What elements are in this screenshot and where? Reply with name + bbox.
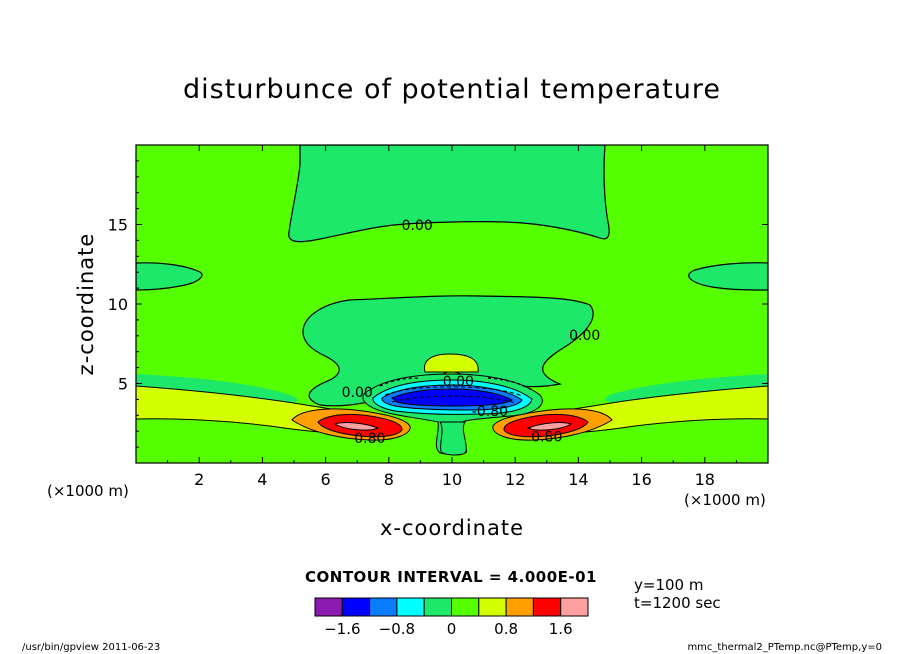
colorbar-tick-label: 0: [447, 620, 457, 638]
colorbar-tick-label: 0.8: [494, 620, 518, 638]
contour-label: 0.00: [402, 218, 433, 234]
x-tick-label: 18: [695, 470, 715, 489]
x-tick-label: 14: [568, 470, 588, 489]
y-axis-ticks: 5 10 15: [108, 160, 768, 448]
region-left-band: [136, 374, 298, 403]
y-tick-label: 15: [108, 216, 128, 235]
info-y: y=100 m: [634, 576, 704, 594]
contour-label: 0.00: [443, 374, 474, 390]
region-right-lobe: [688, 262, 768, 291]
footer-left: /usr/bin/gpview 2011-06-23: [22, 642, 161, 653]
y-axis-title: z-coordinate: [74, 233, 98, 376]
contour-fill: [136, 145, 768, 463]
region-dome: [423, 353, 479, 373]
x-axis-unit: (×1000 m): [684, 491, 766, 509]
region-pink-right: [526, 422, 573, 431]
x-axis-ticks: 2 4 6 8 10 12 14 16 18: [167, 145, 737, 489]
contour-label: 0.00: [569, 328, 600, 344]
x-tick-label: 6: [321, 470, 331, 489]
x-tick-label: 8: [384, 470, 394, 489]
colorbar-labels: −1.6 −0.8 0 0.8 1.6: [324, 620, 573, 638]
colorbar-tick-label: 1.6: [549, 620, 573, 638]
colorbar-cell: [532, 597, 562, 617]
footer-right: mmc_thermal2_PTemp.nc@PTemp,y=0: [687, 642, 882, 653]
info-t: t=1200 sec: [634, 594, 721, 612]
colorbar-cell: [451, 597, 480, 617]
contour-label: 0.00: [342, 385, 373, 401]
contour-labels: 0.00 0.00 0.00 0.00 0.80 0.80 -0.80: [342, 218, 601, 447]
colorbar-cell: [505, 597, 534, 617]
region-stem: [439, 421, 467, 456]
colorbar: [314, 597, 589, 617]
colorbar-cell: [478, 597, 507, 617]
y-tick-label: 10: [108, 295, 128, 314]
chart-title: disturbunce of potential temperature: [183, 74, 721, 105]
colorbar-tick-label: −1.6: [324, 620, 360, 638]
y-axis-unit: (×1000 m): [47, 482, 129, 500]
colorbar-cell: [560, 597, 589, 617]
x-tick-label: 10: [442, 470, 462, 489]
x-tick-label: 12: [505, 470, 525, 489]
contour-label: 0.80: [354, 431, 385, 447]
colorbar-cell: [369, 597, 398, 617]
region-neg-blue: [391, 388, 513, 407]
contour-label: -0.80: [472, 404, 508, 420]
region-right-band: [605, 374, 768, 403]
colorbar-cell: [341, 597, 371, 617]
x-axis-title: x-coordinate: [380, 516, 524, 540]
contour-label: 0.80: [531, 430, 562, 446]
colorbar-cell: [423, 597, 453, 617]
region-pink-left: [333, 422, 380, 431]
x-tick-label: 4: [257, 470, 267, 489]
x-tick-label: 2: [194, 470, 204, 489]
region-left-lobe: [136, 262, 203, 291]
x-tick-label: 16: [631, 470, 651, 489]
colorbar-cell: [396, 597, 425, 617]
region-upper-column: [288, 145, 610, 243]
y-tick-label: 5: [118, 375, 128, 394]
colorbar-cell: [314, 597, 343, 617]
colorbar-tick-label: −0.8: [379, 620, 415, 638]
contour-interval: CONTOUR INTERVAL = 4.000E-01: [305, 568, 597, 586]
